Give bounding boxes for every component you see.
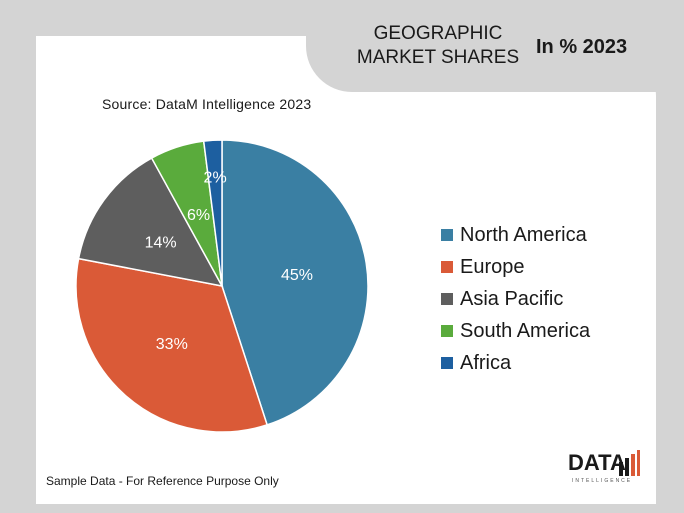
pie-data-label: 14% (145, 234, 177, 251)
legend-item-asia-pacific: Asia Pacific (441, 283, 590, 315)
source-note: Source: DataM Intelligence 2023 (102, 96, 312, 112)
pie-slice-africa (202, 139, 223, 287)
pie-slice-north-america (221, 139, 369, 426)
logo-subtext: INTELLIGENCE (572, 478, 633, 484)
pie-slice-asia-pacific (77, 157, 224, 288)
pie-data-label: 45% (281, 267, 313, 284)
legend-item-south-america: South America (441, 315, 590, 347)
legend-swatch (441, 293, 453, 305)
legend-label: Europe (460, 255, 525, 278)
legend-item-north-america: North America (441, 219, 590, 251)
legend-label: Asia Pacific (460, 287, 564, 310)
legend: North America Europe Asia Pacific South … (441, 219, 590, 379)
legend-swatch (441, 357, 453, 369)
legend-label: North America (460, 223, 587, 246)
footnote: Sample Data - For Reference Purpose Only (46, 474, 279, 488)
legend-swatch (441, 325, 453, 337)
legend-label: South America (460, 319, 591, 342)
legend-swatch (441, 261, 453, 273)
pie-data-label: 6% (187, 207, 210, 224)
legend-item-africa: Africa (441, 347, 590, 379)
chart-subtitle: In % 2023 (536, 36, 628, 58)
datam-logo: DATA INTELLIGENCE (568, 450, 644, 490)
pie-slice-europe (75, 257, 269, 433)
pie-data-label: 2% (204, 170, 227, 187)
chart-title-line1: GEOGRAPHIC (373, 23, 503, 44)
pie-data-label: 33% (156, 336, 188, 353)
logo-text: DATA (568, 450, 626, 475)
legend-item-europe: Europe (441, 251, 590, 283)
logo-bars-icon (619, 450, 640, 476)
header-tab (306, 0, 684, 92)
chart-title-line2: MARKET SHARES (356, 47, 520, 68)
legend-swatch (441, 229, 453, 241)
legend-label: Africa (460, 351, 512, 374)
